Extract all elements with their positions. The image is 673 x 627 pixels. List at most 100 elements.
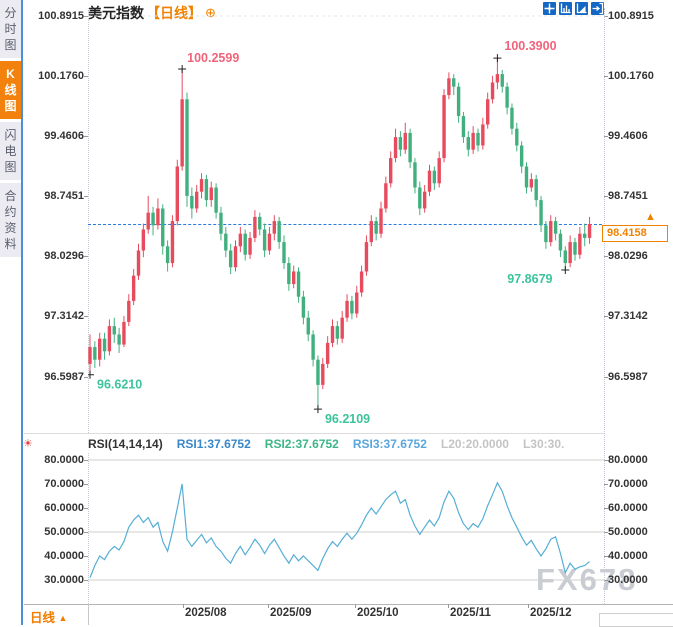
candle-body (583, 233, 587, 238)
candle-body (553, 221, 558, 234)
candle-body (228, 250, 233, 268)
extreme-cross-marker (88, 370, 94, 379)
axis-tick (84, 556, 88, 557)
chart-trend-icon[interactable] (575, 2, 588, 15)
candle-body (224, 233, 228, 251)
candle-body (563, 250, 567, 264)
candle-body (432, 170, 437, 184)
price-marker-arrow-icon: ▲ (645, 211, 656, 223)
interval-selector[interactable]: 日线 ▲ (30, 607, 67, 626)
price-annotation: 97.8679 (507, 272, 552, 286)
x-axis-month-label: 2025/09 (270, 607, 312, 619)
axis-tick (84, 196, 88, 197)
chart-axes-icon[interactable] (559, 2, 572, 15)
candle-body (529, 179, 534, 188)
candle-body (379, 208, 383, 234)
candle-body (524, 166, 529, 188)
candle-body (190, 195, 194, 209)
candle-body (408, 132, 412, 163)
axis-tick (604, 580, 608, 581)
candle-body (161, 208, 165, 247)
candle-body (214, 187, 218, 213)
candle-body (325, 342, 330, 364)
axis-tick (84, 532, 88, 533)
candle-body (141, 229, 146, 251)
y-axis-label: 40.0000 (608, 550, 648, 562)
candle-body (471, 132, 475, 150)
candle-body (481, 124, 485, 146)
candle-body (534, 179, 538, 201)
candle-body (204, 179, 209, 201)
candle-body (301, 296, 306, 318)
candle-plot-left-border (88, 8, 89, 433)
y-axis-label: 30.0000 (608, 574, 648, 586)
candle-body (369, 221, 373, 243)
candle-body (98, 338, 102, 360)
candle-body (389, 158, 393, 184)
candle-body (131, 275, 136, 301)
candle-body (170, 221, 175, 264)
crosshair-icon[interactable] (543, 2, 556, 15)
candle-body (151, 212, 155, 226)
rsi-legend-item: L20:20.0000 (440, 437, 509, 451)
rsi-legend-item: L30:30. (522, 437, 565, 451)
candle-body (505, 86, 509, 108)
candle-body (461, 116, 466, 138)
candle-body (345, 300, 349, 318)
candle-body (403, 132, 407, 150)
candle-body (117, 334, 121, 345)
candle-body (418, 187, 422, 209)
candle-body (185, 99, 189, 196)
price-annotation: 100.2599 (187, 51, 239, 65)
y-axis-label: 100.1760 (608, 70, 654, 82)
candle-body (398, 137, 403, 150)
exit-icon[interactable] (591, 2, 604, 15)
axis-tick (604, 556, 608, 557)
candle-body (364, 242, 369, 272)
sidebar-tab-4[interactable]: 合约资料 (0, 183, 21, 257)
candle-body (452, 78, 456, 87)
candle-body (335, 326, 340, 339)
x-axis-month-label: 2025/08 (185, 607, 227, 619)
sidebar-tab-1[interactable]: 分时图 (0, 0, 21, 58)
x-axis-tick (268, 604, 269, 608)
extreme-cross-marker (313, 405, 322, 414)
candle-body (456, 86, 461, 117)
candle-body (277, 221, 281, 243)
candle-body (316, 359, 320, 385)
y-axis-label: 98.7451 (44, 190, 84, 202)
candle-body (243, 233, 247, 255)
rsi-chart[interactable] (88, 453, 605, 604)
y-axis-label: 98.0296 (44, 250, 84, 262)
candle-body (413, 162, 417, 188)
y-axis-label: 60.0000 (44, 502, 84, 514)
y-axis-label: 96.5987 (44, 371, 84, 383)
indicator-settings-sun-icon[interactable]: ☀ (23, 438, 33, 450)
rsi-legend-item: RSI3:37.6752 (352, 437, 427, 451)
axis-tick (604, 76, 608, 77)
sidebar-accent-divider (21, 0, 23, 625)
y-axis-label: 100.8915 (38, 10, 84, 22)
y-axis-label: 98.0296 (608, 250, 648, 262)
candle-body (209, 187, 213, 201)
extreme-cross-marker (493, 54, 502, 63)
rsi-legend-item: RSI1:37.6752 (176, 437, 251, 451)
candle-body (544, 225, 548, 243)
candle-body (287, 263, 291, 285)
candle-body (296, 271, 301, 297)
sidebar-tab-3[interactable]: 闪电图 (0, 122, 21, 180)
axis-tick (604, 532, 608, 533)
axis-tick (84, 580, 88, 581)
candle-body (515, 128, 519, 146)
rsi-legend: RSI(14,14,14) RSI1:37.6752 RSI2:37.6752 RSI… (88, 437, 564, 451)
candle-body (549, 221, 553, 243)
x-axis-border (24, 604, 673, 605)
current-price-line (88, 224, 602, 225)
add-indicator-icon[interactable]: ⊕ (205, 5, 216, 20)
candlestick-chart[interactable]: 100.2599 100.3900 96.6210 96.2109 97.8679 (88, 8, 605, 434)
candle-body (437, 158, 441, 184)
candle-body (282, 242, 286, 264)
y-axis-label: 99.4606 (608, 130, 648, 142)
period-tag: 【日线】 (146, 5, 202, 21)
